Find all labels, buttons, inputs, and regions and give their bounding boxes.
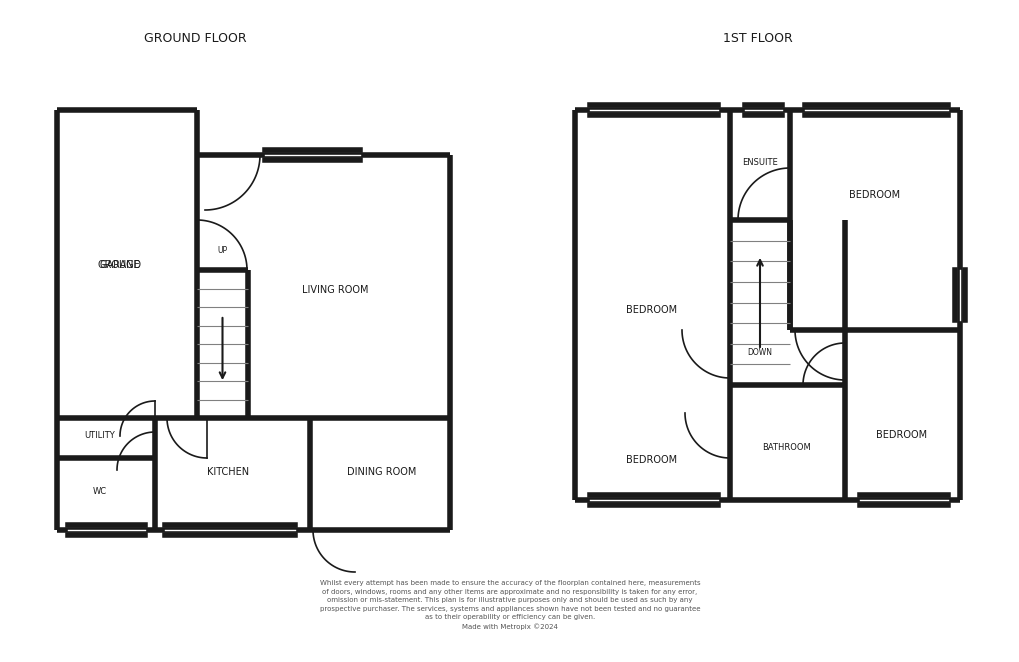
Text: DINING ROOM: DINING ROOM [347,467,417,477]
Text: 1ST FLOOR: 1ST FLOOR [722,32,792,44]
Text: KITCHEN: KITCHEN [207,467,249,477]
Text: BEDROOM: BEDROOM [626,455,677,465]
Text: GARAGE: GARAGE [100,260,141,270]
Text: ENSUITE: ENSUITE [742,158,777,167]
Text: BEDROOM: BEDROOM [849,190,900,200]
Text: BEDROOM: BEDROOM [626,305,677,315]
Text: GROUND: GROUND [98,260,142,270]
Text: UP: UP [217,246,227,254]
Text: Whilst every attempt has been made to ensure the accuracy of the floorplan conta: Whilst every attempt has been made to en… [319,581,700,630]
Text: GROUND FLOOR: GROUND FLOOR [144,32,246,44]
Text: WC: WC [93,487,107,496]
Text: DOWN: DOWN [747,348,771,357]
Text: LIVING ROOM: LIVING ROOM [302,285,368,295]
Text: BEDROOM: BEDROOM [875,430,926,440]
Text: UTILITY: UTILITY [85,430,115,440]
Text: BATHROOM: BATHROOM [762,442,810,451]
